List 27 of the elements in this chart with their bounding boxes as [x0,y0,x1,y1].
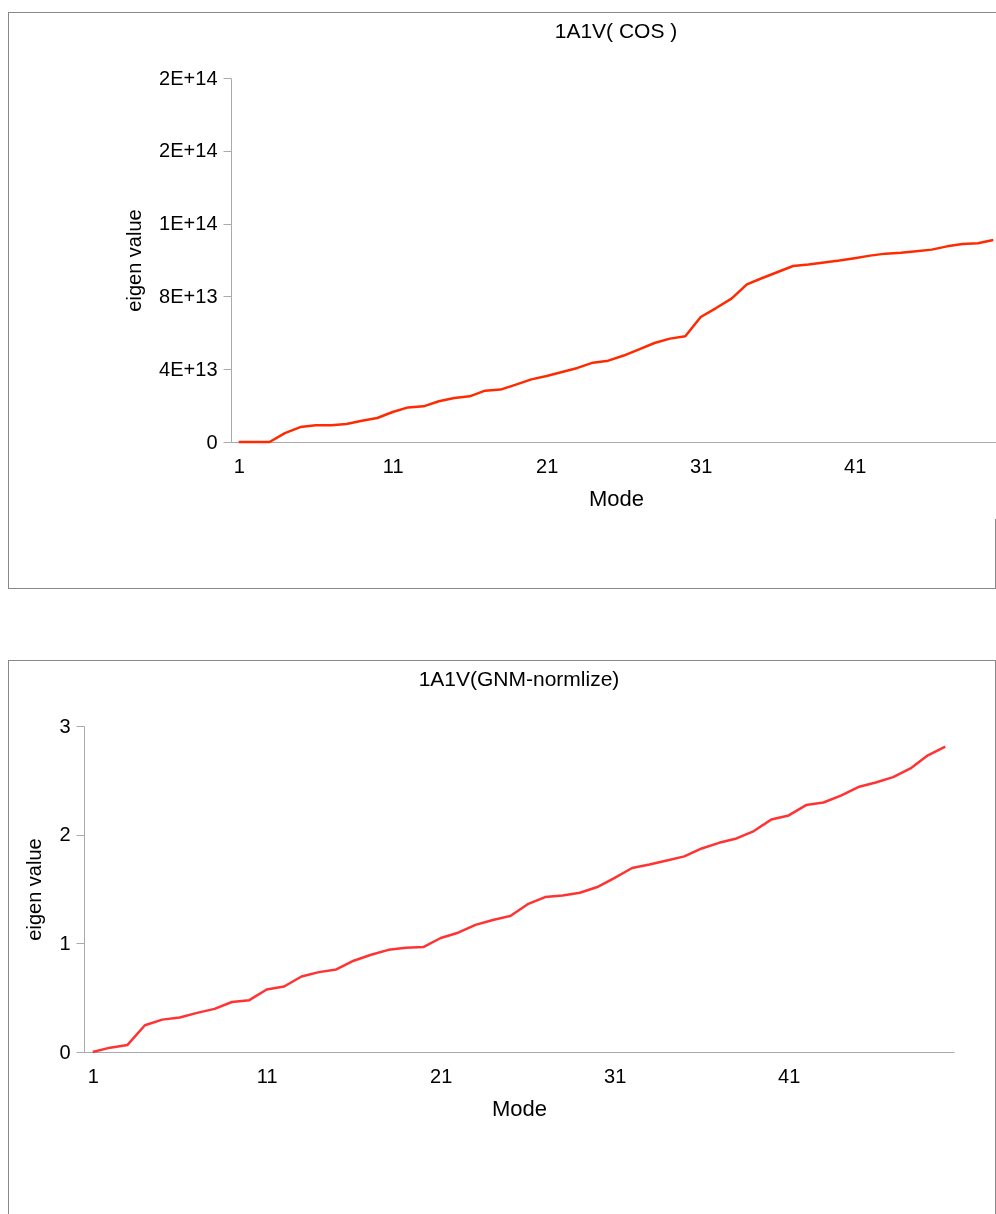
chart-title: 1A1V( COS ) [554,19,678,42]
x-tick-label: 1 [233,454,245,477]
x-tick-label: 11 [256,1064,278,1087]
y-tick-label: 8E+13 [159,284,218,307]
line-series [91,745,947,1054]
y-tick-label: 3 [59,714,71,737]
y-tick-label: 2 [59,823,71,846]
x-tick-label: 41 [778,1064,801,1087]
x-tick-label: 41 [844,454,867,477]
x-axis-title: Mode [588,485,645,511]
x-tick-label: 11 [382,454,404,477]
x-tick-label: 31 [604,1064,627,1087]
y-tick-label: 4E+13 [159,357,218,380]
x-tick-label: 1 [87,1064,99,1087]
x-tick-label: 21 [536,454,559,477]
y-axis-title: eigen value [123,209,146,312]
y-axis-title: eigen value [23,838,46,941]
y-tick-label: 1E+14 [159,212,218,235]
chart-title: 1A1V(GNM-normlize) [418,667,620,690]
y-tick-label: 2E+14 [159,66,218,89]
y-tick-label: 2E+14 [159,139,218,162]
x-tick-label: 21 [430,1064,453,1087]
y-tick-label: 1 [59,931,71,954]
x-axis-title: Mode [491,1095,548,1121]
x-tick-label: 31 [690,454,713,477]
y-tick-label: 0 [206,430,218,453]
y-tick-label: 0 [59,1040,71,1063]
